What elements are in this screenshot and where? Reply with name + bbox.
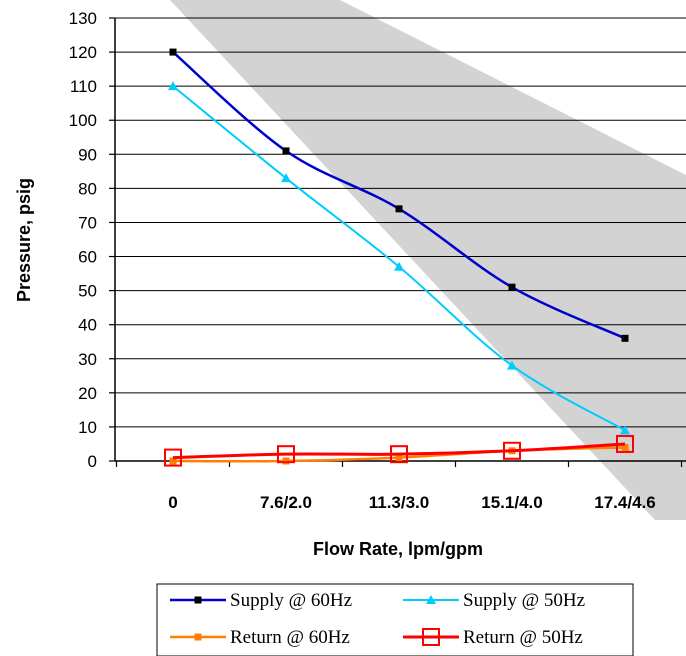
- legend-entry: Return @ 60Hz: [170, 627, 350, 648]
- legend-box: [156, 583, 634, 656]
- data-point: [395, 205, 403, 213]
- data-point: [194, 633, 202, 641]
- data-point: [395, 454, 403, 462]
- y-tick-label: 40: [78, 316, 97, 335]
- data-point: [503, 441, 521, 460]
- data-point: [277, 445, 295, 464]
- data-point: [164, 448, 182, 467]
- y-tick-label: 130: [69, 9, 97, 28]
- data-point: [426, 595, 436, 604]
- data-point: [168, 81, 178, 91]
- y-tick-label: 100: [69, 111, 97, 130]
- data-point: [621, 443, 629, 451]
- x-tick-label: 17.4/4.6: [594, 493, 655, 512]
- data-point: [621, 334, 629, 342]
- y-tick-label: 110: [70, 77, 97, 96]
- data-point: [169, 457, 177, 465]
- x-tick-label: 7.6/2.0: [260, 493, 312, 512]
- series-3: [164, 434, 634, 467]
- legend-entry: Supply @ 60Hz: [170, 590, 352, 611]
- y-tick-label: 60: [78, 248, 97, 267]
- y-tick-label: 80: [78, 179, 97, 198]
- series-line: [172, 442, 626, 460]
- data-point: [282, 457, 290, 465]
- y-tick-labels: 0 10 20 30 40 50 60 70 80 90 100 110 120 130: [69, 9, 97, 471]
- legend-label: Supply @ 60Hz: [230, 590, 352, 611]
- legend-label: Return @ 60Hz: [230, 627, 350, 648]
- series: [164, 48, 634, 467]
- data-point: [394, 261, 404, 271]
- data-point: [507, 360, 517, 370]
- y-tick-label: 0: [88, 452, 97, 471]
- data-point: [620, 425, 630, 435]
- x-tick-labels: 0 7.6/2.0 11.3/3.0 15.1/4.0 17.4/4.6: [168, 493, 655, 512]
- x-tick-label: 11.3/3.0: [369, 493, 430, 512]
- data-point: [281, 173, 291, 183]
- y-tick-label: 20: [78, 384, 97, 403]
- legend: Supply @ 60Hz Supply @ 50Hz Return @ 60Hz R…: [156, 583, 634, 656]
- x-axis-title: Flow Rate, lpm/gpm: [313, 539, 483, 559]
- y-tick-label: 50: [78, 282, 97, 301]
- data-point: [390, 445, 408, 464]
- x-tick-label: 15.1/4.0: [481, 493, 542, 512]
- data-point: [616, 434, 634, 453]
- y-tick-label: 70: [78, 213, 97, 232]
- series-1: [168, 81, 630, 435]
- x-tick-label: 0: [168, 493, 177, 512]
- y-tick-label: 90: [78, 145, 97, 164]
- y-axis-title: Pressure, psig: [14, 178, 34, 302]
- background-band: [170, 0, 686, 520]
- legend-label: Return @ 50Hz: [463, 627, 583, 648]
- series-0: [169, 48, 629, 342]
- y-tick-label: 10: [78, 418, 97, 437]
- background-band-shape: [170, 0, 686, 520]
- y-tick-label: 30: [78, 350, 97, 369]
- data-point: [169, 48, 177, 56]
- legend-label: Supply @ 50Hz: [463, 590, 585, 611]
- data-point: [194, 596, 202, 604]
- data-point: [508, 283, 516, 291]
- y-tick-label: 120: [69, 43, 97, 62]
- data-point: [282, 147, 290, 155]
- legend-entry: Return @ 50Hz: [403, 627, 583, 648]
- data-point: [422, 628, 440, 646]
- legend-entry: Supply @ 50Hz: [403, 590, 585, 611]
